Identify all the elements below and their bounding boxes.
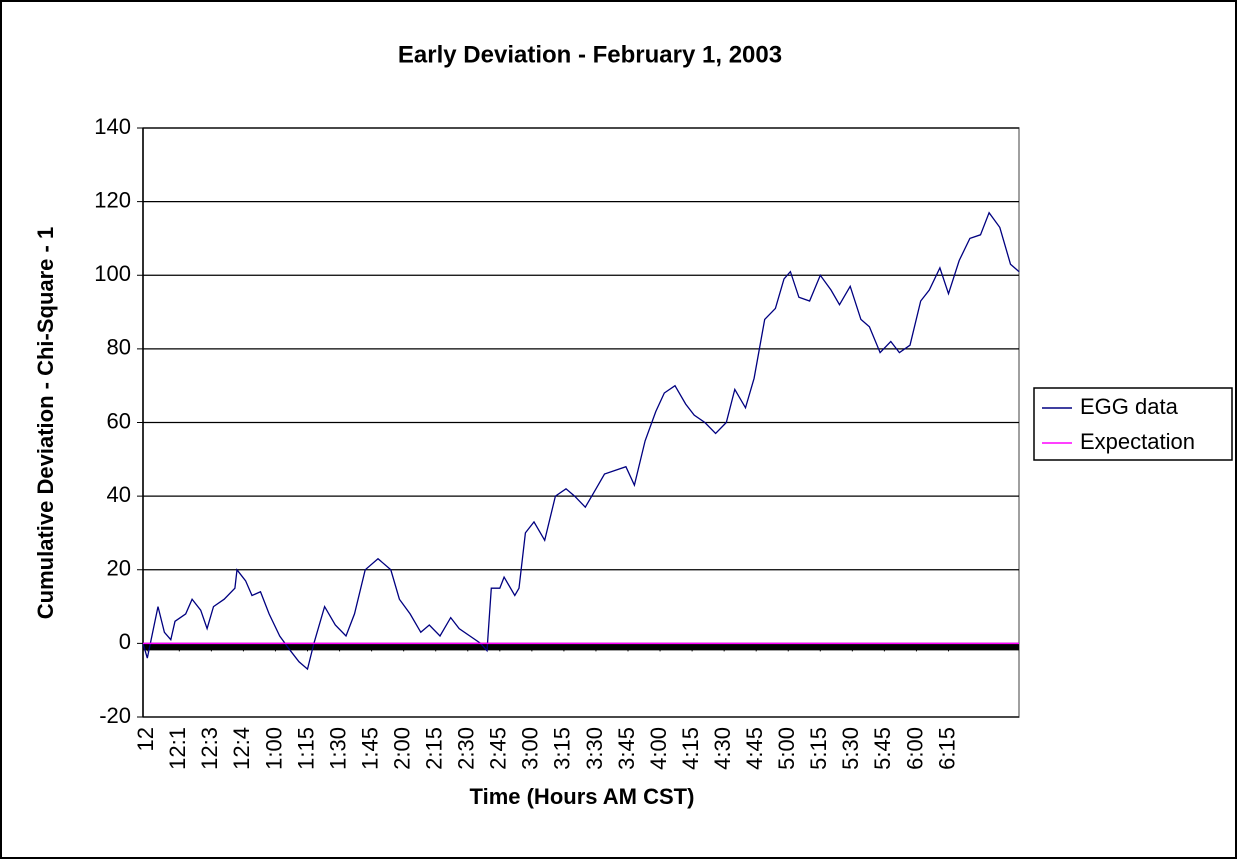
x-tick-label: 4:00 xyxy=(646,727,671,770)
chart-title: Early Deviation - February 1, 2003 xyxy=(398,41,782,68)
x-tick-label: 1:00 xyxy=(261,727,286,770)
x-tick-label: 2:00 xyxy=(389,727,414,770)
x-tick-label: 5:30 xyxy=(838,727,863,770)
y-tick-label: 40 xyxy=(107,482,131,507)
x-tick-label: 6:00 xyxy=(902,727,927,770)
y-tick-label: 120 xyxy=(94,187,131,212)
y-tick-label: 60 xyxy=(107,408,131,433)
x-tick-label: 6:15 xyxy=(934,727,959,770)
legend-label: Expectation xyxy=(1080,429,1195,454)
x-tick-label: 5:45 xyxy=(870,727,895,770)
data-line xyxy=(142,211,1020,671)
y-tick-label: 80 xyxy=(107,335,131,360)
x-tick-label: 1:45 xyxy=(357,727,382,770)
x-tick-label: 5:00 xyxy=(774,727,799,770)
x-tick-label: 1:30 xyxy=(325,727,350,770)
x-tick-label: 12:3 xyxy=(197,727,222,770)
x-tick-label: 3:30 xyxy=(582,727,607,770)
x-tick-label: 2:15 xyxy=(422,727,447,770)
x-tick-label: 3:15 xyxy=(550,727,575,770)
x-tick-label: 3:45 xyxy=(614,727,639,770)
x-tick-label: 4:15 xyxy=(678,727,703,770)
y-tick-label: 20 xyxy=(107,556,131,581)
y-tick-label: -20 xyxy=(99,703,131,728)
x-axis xyxy=(143,643,1019,651)
x-tick-label: 12:4 xyxy=(229,727,254,770)
y-axis-title: Cumulative Deviation - Chi-Square - 1 xyxy=(33,227,58,619)
x-axis-title: Time (Hours AM CST) xyxy=(470,784,695,809)
y-tick-label: 0 xyxy=(119,629,131,654)
x-tick-label: 4:30 xyxy=(710,727,735,770)
x-tick-label: 12:1 xyxy=(165,727,190,770)
legend-label: EGG data xyxy=(1080,394,1179,419)
x-tick-label: 3:00 xyxy=(518,727,543,770)
y-tick-label: 140 xyxy=(94,114,131,139)
x-tick-label: 2:45 xyxy=(486,727,511,770)
y-tick-label: 100 xyxy=(94,261,131,286)
x-tick-label: 5:15 xyxy=(806,727,831,770)
x-tick-label: 4:45 xyxy=(742,727,767,770)
x-tick-label: 1:15 xyxy=(293,727,318,770)
x-tick-label: 2:30 xyxy=(454,727,479,770)
legend-box xyxy=(1033,387,1233,461)
x-tick-label: 12 xyxy=(133,727,158,751)
